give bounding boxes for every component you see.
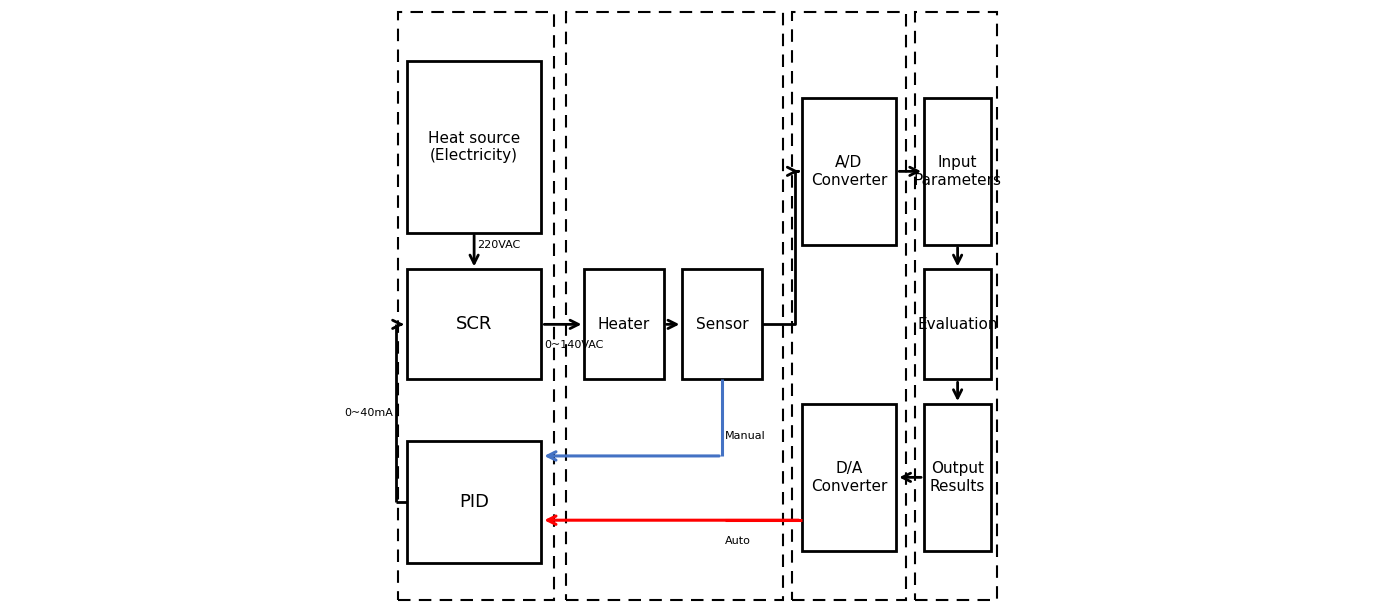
Text: SCR: SCR [456, 315, 492, 334]
FancyBboxPatch shape [585, 269, 664, 379]
FancyBboxPatch shape [802, 98, 897, 245]
Text: Manual: Manual [725, 431, 766, 441]
FancyBboxPatch shape [802, 404, 897, 551]
Text: Heat source
(Electricity): Heat source (Electricity) [428, 131, 520, 163]
FancyBboxPatch shape [923, 98, 992, 245]
FancyBboxPatch shape [923, 269, 992, 379]
Text: Sensor: Sensor [696, 317, 748, 332]
FancyBboxPatch shape [407, 441, 541, 563]
Text: A/D
Converter: A/D Converter [810, 155, 887, 187]
Text: Output
Results: Output Results [930, 461, 985, 493]
Text: Auto: Auto [725, 536, 751, 545]
Text: Input
Parameters: Input Parameters [914, 155, 1002, 187]
FancyBboxPatch shape [407, 269, 541, 379]
Text: 0~140VAC: 0~140VAC [544, 340, 604, 349]
Text: Heater: Heater [598, 317, 650, 332]
FancyBboxPatch shape [407, 61, 541, 233]
FancyBboxPatch shape [923, 404, 992, 551]
Text: 220VAC: 220VAC [477, 240, 520, 250]
Text: Evaluation: Evaluation [918, 317, 997, 332]
Text: 0~40mA: 0~40mA [343, 408, 393, 418]
Text: PID: PID [459, 493, 490, 511]
FancyBboxPatch shape [682, 269, 762, 379]
Text: D/A
Converter: D/A Converter [810, 461, 887, 493]
